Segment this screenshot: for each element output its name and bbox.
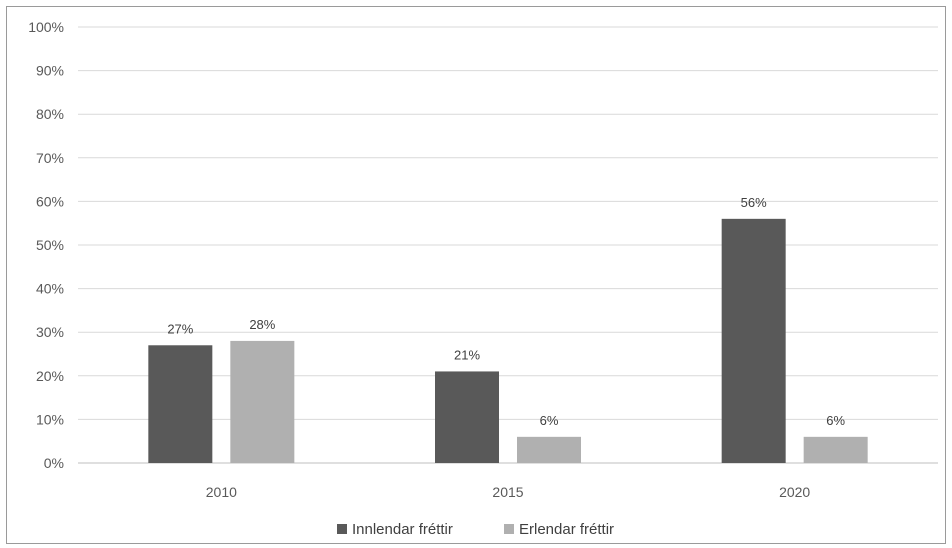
bar-erlendar-2020 <box>803 436 868 463</box>
y-tick-label: 0% <box>44 455 64 471</box>
bars <box>148 218 868 463</box>
y-tick-label: 70% <box>36 150 64 166</box>
y-tick-label: 30% <box>36 324 64 340</box>
gridlines <box>78 26 938 464</box>
legend-swatch <box>337 524 347 534</box>
bar-erlendar-2010 <box>230 340 295 463</box>
y-tick-label: 60% <box>36 193 64 209</box>
data-label: 21% <box>454 347 480 362</box>
x-tick-label: 2015 <box>492 484 523 500</box>
data-label: 6% <box>826 413 845 428</box>
legend-label: Innlendar fréttir <box>352 521 453 538</box>
y-tick-label: 20% <box>36 368 64 384</box>
y-tick-label: 100% <box>28 19 64 35</box>
data-label: 56% <box>741 195 767 210</box>
x-tick-label: 2010 <box>206 484 237 500</box>
x-axis-ticks: 2010 2015 2020 <box>206 484 811 500</box>
bar-innlendar-2010 <box>148 345 213 463</box>
x-tick-label: 2020 <box>779 484 810 500</box>
legend: Innlendar fréttir Erlendar fréttir <box>337 521 614 538</box>
y-tick-label: 40% <box>36 281 64 297</box>
y-axis-ticks: 0% 10% 20% 30% 40% 50% 60% 70% 80% 90% 100% <box>28 19 64 471</box>
bar-innlendar-2015 <box>435 371 499 463</box>
legend-swatch <box>504 524 514 534</box>
data-labels: 27% 28% 21% 6% 56% 6% <box>167 195 845 428</box>
data-label: 27% <box>167 321 193 336</box>
y-tick-label: 90% <box>36 63 64 79</box>
y-tick-label: 80% <box>36 106 64 122</box>
y-tick-label: 10% <box>36 411 64 427</box>
bar-erlendar-2015 <box>517 436 581 463</box>
y-tick-label: 50% <box>36 237 64 253</box>
data-label: 6% <box>540 413 559 428</box>
data-label: 28% <box>249 317 275 332</box>
legend-label: Erlendar fréttir <box>519 521 614 538</box>
bar-innlendar-2020 <box>721 218 786 463</box>
